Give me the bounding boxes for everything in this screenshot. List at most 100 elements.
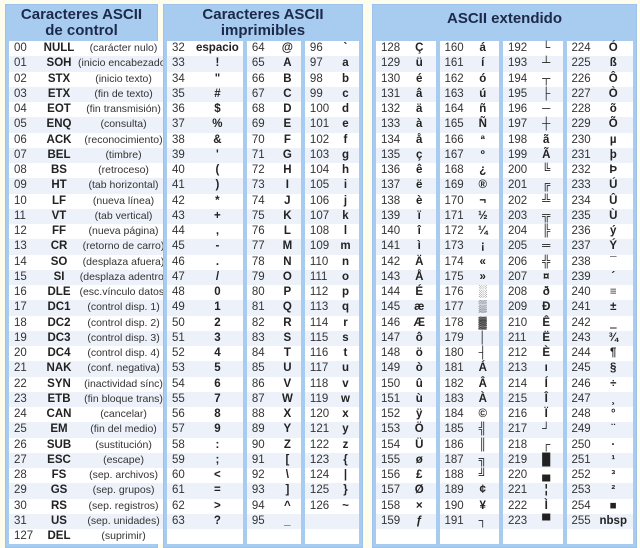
table-row: 40 ( <box>167 163 243 178</box>
char-code: 234 <box>571 194 591 207</box>
char-description: (nueva página) <box>88 225 159 238</box>
char-description: (nueva línea) <box>92 194 155 207</box>
char-glyph: ` <box>343 42 348 55</box>
char-code: 134 <box>381 133 401 146</box>
table-row: 203 ╦ <box>503 208 563 224</box>
char-glyph: 1 <box>214 301 221 314</box>
char-code: 15 <box>14 270 27 283</box>
char-glyph: K <box>283 209 292 222</box>
table-row: 134 å <box>376 133 436 148</box>
char-code: 114 <box>309 316 329 329</box>
table-column: 96 ` 97 a 98 b 99 c 100 d 101 e 102 f 103 g 104 h 105 i 106 j… <box>304 41 360 545</box>
table-row: 132 ä <box>376 102 436 117</box>
table-row: 160 á <box>440 41 500 56</box>
char-code: 141 <box>381 240 401 253</box>
char-glyph: j <box>343 194 348 207</box>
char-glyph: ▓ <box>478 316 487 329</box>
char-code: 140 <box>381 225 401 238</box>
char-glyph: § <box>610 362 617 375</box>
char-glyph: ╔ <box>542 179 551 192</box>
table-row: 218 ┌ <box>503 438 563 453</box>
char-glyph: Ù <box>609 209 618 222</box>
char-code: 130 <box>381 72 401 85</box>
table-row: 38 & <box>167 133 243 148</box>
char-code: 236 <box>571 225 591 238</box>
table-row: 121 y <box>304 422 360 438</box>
char-code: 46 <box>172 255 185 268</box>
char-description: (tab vertical) <box>94 209 153 222</box>
char-glyph: M <box>282 240 293 253</box>
table-row: 210 Ê <box>503 316 563 331</box>
char-code: 132 <box>381 103 401 116</box>
char-glyph: ╦ <box>542 209 551 222</box>
table-row: 64 @ <box>247 41 301 56</box>
char-code: 126 <box>309 499 330 512</box>
char-code: 226 <box>571 72 591 85</box>
table-row: 238 ¯ <box>567 255 633 270</box>
char-glyph: À <box>478 392 487 405</box>
char-code: 216 <box>508 408 528 421</box>
char-glyph: Ð <box>542 301 551 314</box>
table-row: 28 FS (sep. archivos) <box>9 468 169 483</box>
table-row: 169 ® <box>439 178 499 194</box>
char-glyph: · <box>611 438 616 451</box>
table-row: 205 ═ <box>503 239 563 255</box>
table-row: 252 ³ <box>567 468 633 483</box>
table-row: 139 ï <box>376 208 436 224</box>
extended-title: ASCII extendido <box>446 10 562 27</box>
char-code: 41 <box>172 179 185 192</box>
empty-row <box>247 529 301 544</box>
char-abbrev: US <box>51 514 67 527</box>
char-code: 237 <box>571 240 591 253</box>
char-glyph: ^ <box>284 499 291 512</box>
table-row: 175 » <box>439 269 499 285</box>
table-row: 186 ║ <box>440 438 500 453</box>
char-description: (fin del medio) <box>90 423 157 436</box>
char-glyph: Y <box>283 423 292 436</box>
char-code: 242 <box>571 316 591 329</box>
table-row: 95 _ <box>246 513 301 529</box>
table-row: 73 I <box>246 178 301 194</box>
char-glyph: 8 <box>214 408 221 421</box>
char-description: (sep. grupos) <box>92 484 155 497</box>
char-abbrev: DC2 <box>47 316 71 329</box>
char-glyph: d <box>341 103 349 116</box>
char-code: 29 <box>14 484 27 497</box>
char-glyph: X <box>283 408 292 421</box>
char-code: 124 <box>309 469 330 482</box>
char-code: 245 <box>571 362 591 375</box>
char-code: 84 <box>251 347 265 360</box>
char-code: 151 <box>381 392 401 405</box>
char-glyph: º <box>480 148 485 161</box>
char-code: 20 <box>14 347 27 360</box>
char-description: (inicio encabezado) <box>78 57 170 70</box>
char-code: 77 <box>251 240 265 253</box>
char-glyph: õ <box>609 103 617 116</box>
table-row: 196 ─ <box>503 102 563 117</box>
char-code: 247 <box>571 392 591 405</box>
char-description: (consulta) <box>100 118 147 131</box>
char-code: 88 <box>251 408 265 421</box>
char-glyph: ı <box>544 362 548 375</box>
char-glyph: ý <box>610 225 617 238</box>
char-glyph: t <box>343 347 348 360</box>
char-code: 146 <box>381 316 401 329</box>
char-abbrev: DC3 <box>47 331 71 344</box>
table-row: 102 f <box>305 133 359 148</box>
char-glyph: N <box>283 255 292 268</box>
table-row: 185 ╣ <box>439 422 499 438</box>
table-row: 248 ° <box>567 407 633 422</box>
char-description: (fin bloque trans) <box>84 392 163 405</box>
char-code: 192 <box>508 42 528 55</box>
char-glyph: x <box>342 408 349 421</box>
table-row: 59; <box>167 452 243 468</box>
char-code: 101 <box>309 118 330 131</box>
char-glyph: ┴ <box>542 57 551 70</box>
char-glyph: ) <box>215 179 220 192</box>
char-glyph: m <box>340 240 351 253</box>
control-chars-panel: Caracteres ASCII de control 00 NULL (carác… <box>5 4 170 548</box>
char-code: 02 <box>14 72 27 85</box>
char-glyph: ç <box>416 148 423 161</box>
control-chars-title: Caracteres ASCII de control <box>9 5 154 41</box>
char-code: 184 <box>444 408 464 421</box>
